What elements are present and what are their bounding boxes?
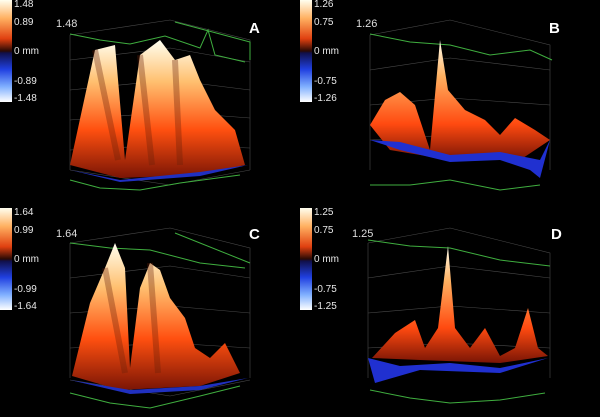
panel-c: 1.64 0.99 0 mm -0.99 -1.64 1.64 C	[0, 208, 300, 416]
panel-letter: D	[551, 226, 562, 243]
peak-label: 1.25	[352, 228, 374, 240]
scale-min: -1.64	[14, 301, 37, 312]
peak-label: 1.26	[356, 18, 378, 30]
surface-plot-c	[69, 227, 251, 409]
colorbar-d	[300, 208, 312, 310]
colorbar-c	[0, 208, 12, 310]
surface-plot-b	[369, 19, 553, 191]
colorbar-b	[300, 0, 312, 102]
scale-min: -1.25	[314, 301, 337, 312]
panel-letter: C	[249, 226, 260, 243]
scale-max: 1.48	[14, 0, 34, 10]
panel-a: 1.48 0.89 0 mm -0.89 -1.48 1.48 A	[0, 0, 300, 208]
scale-mid-neg: -0.89	[14, 76, 37, 87]
scale-min: -1.48	[14, 93, 37, 104]
scale-zero: 0 mm	[314, 254, 339, 265]
scale-mid-neg: -0.75	[314, 76, 337, 87]
scale-zero: 0 mm	[14, 46, 39, 57]
surface-plot-d	[367, 227, 551, 404]
scale-mid-neg: -0.99	[14, 284, 37, 295]
scale-zero: 0 mm	[14, 254, 39, 265]
scale-zero: 0 mm	[314, 46, 339, 57]
panel-letter: A	[249, 20, 260, 37]
panel-d: 1.25 0.75 0 mm -0.75 -1.25 1.25 D	[300, 208, 600, 416]
scale-mid-pos: 0.75	[314, 225, 334, 236]
peak-label: 1.48	[56, 18, 78, 30]
panel-b: 1.26 0.75 0 mm -0.75 -1.26 1.26 B	[300, 0, 600, 208]
scale-mid-pos: 0.89	[14, 17, 34, 28]
scale-mid-pos: 0.99	[14, 225, 34, 236]
scale-max: 1.26	[314, 0, 334, 10]
peak-label: 1.64	[56, 228, 78, 240]
scale-max: 1.25	[314, 207, 334, 218]
colorbar-a	[0, 0, 12, 102]
panel-letter: B	[549, 20, 560, 37]
scale-mid-pos: 0.75	[314, 17, 334, 28]
surface-plot-a	[69, 19, 251, 191]
scale-max: 1.64	[14, 207, 34, 218]
scale-min: -1.26	[314, 93, 337, 104]
scale-mid-neg: -0.75	[314, 284, 337, 295]
